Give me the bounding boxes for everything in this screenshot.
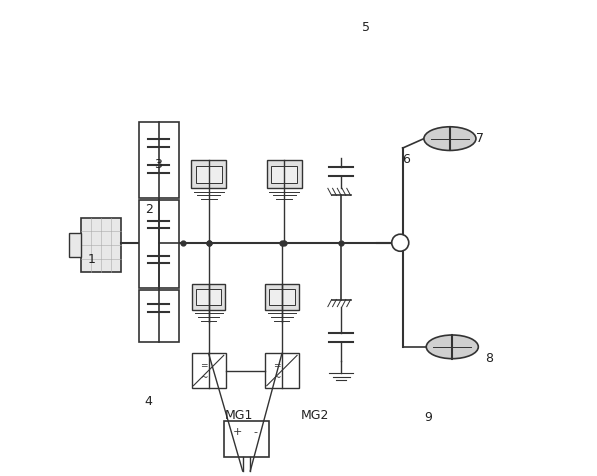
Text: ~: ~ xyxy=(273,373,281,382)
Text: 2: 2 xyxy=(144,203,153,216)
Text: -: - xyxy=(254,427,258,437)
Text: 1: 1 xyxy=(88,253,96,266)
FancyBboxPatch shape xyxy=(266,160,302,188)
Polygon shape xyxy=(265,354,299,387)
Polygon shape xyxy=(192,354,226,387)
Text: =: = xyxy=(200,361,208,370)
Text: =: = xyxy=(273,361,281,370)
Circle shape xyxy=(392,234,409,251)
FancyBboxPatch shape xyxy=(139,200,179,288)
Ellipse shape xyxy=(426,335,478,359)
Text: 6: 6 xyxy=(402,153,411,167)
Text: 4: 4 xyxy=(144,395,153,408)
Text: 9: 9 xyxy=(424,411,432,424)
FancyBboxPatch shape xyxy=(196,166,221,183)
Text: 3: 3 xyxy=(154,158,162,171)
FancyBboxPatch shape xyxy=(139,122,179,198)
FancyBboxPatch shape xyxy=(196,289,221,306)
FancyBboxPatch shape xyxy=(69,233,81,257)
Text: 7: 7 xyxy=(476,132,484,145)
FancyBboxPatch shape xyxy=(191,160,226,188)
FancyBboxPatch shape xyxy=(269,289,295,306)
Text: 5: 5 xyxy=(362,21,370,34)
Text: 8: 8 xyxy=(485,352,494,365)
FancyBboxPatch shape xyxy=(224,421,269,457)
FancyBboxPatch shape xyxy=(81,218,121,272)
FancyBboxPatch shape xyxy=(192,284,225,310)
Text: MG1: MG1 xyxy=(225,409,254,422)
Ellipse shape xyxy=(424,127,476,150)
FancyBboxPatch shape xyxy=(271,166,297,183)
Text: +: + xyxy=(232,427,242,437)
Text: ~: ~ xyxy=(200,373,208,382)
Text: MG2: MG2 xyxy=(301,409,329,422)
FancyBboxPatch shape xyxy=(266,284,298,310)
FancyBboxPatch shape xyxy=(139,290,179,342)
